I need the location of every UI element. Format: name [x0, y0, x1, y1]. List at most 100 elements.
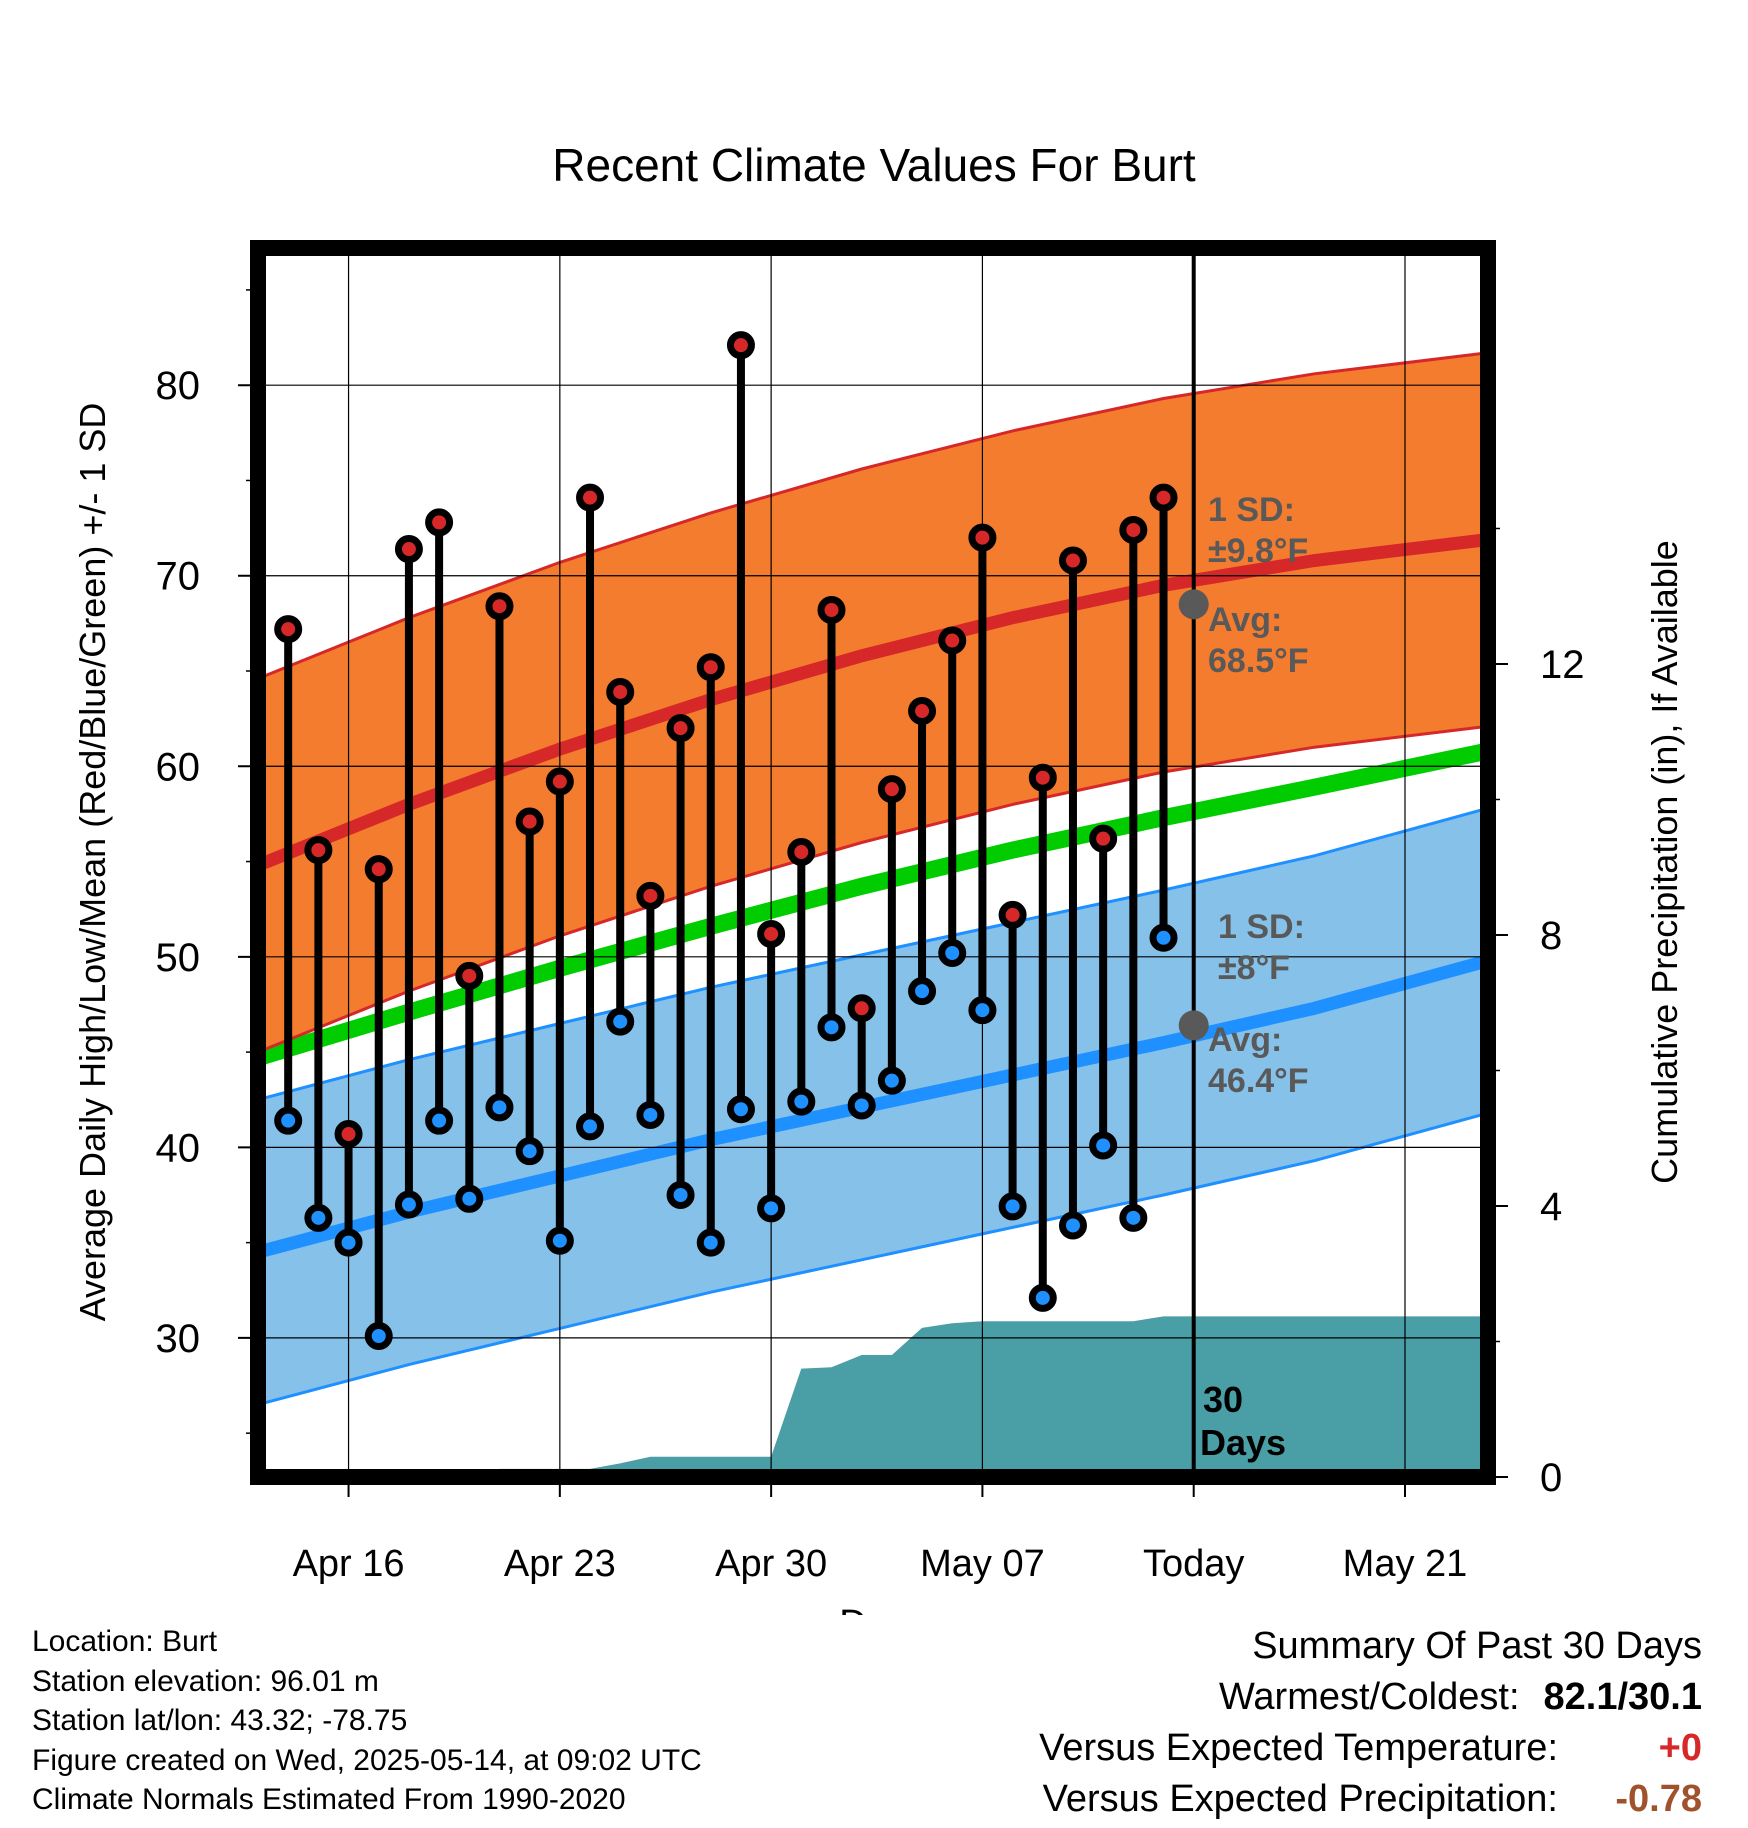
- daily-low-point: [304, 1203, 333, 1232]
- y2-tick-label: 0: [1540, 1456, 1562, 1500]
- daily-low-point: [968, 996, 997, 1025]
- y2-tick-label: 8: [1540, 914, 1562, 958]
- daily-high-point: [515, 807, 544, 836]
- low-sd-value: ±8°F: [1218, 949, 1290, 987]
- daily-low-point: [998, 1192, 1027, 1221]
- temp-value: +0: [1658, 1727, 1702, 1769]
- warm-cold-label: Warmest/Coldest:: [1218, 1676, 1520, 1718]
- daily-high-point: [817, 596, 846, 625]
- daily-low-point: [515, 1137, 544, 1166]
- cumulative-precip-area: [258, 1316, 1488, 1477]
- x-tick-label: May 07: [920, 1543, 1045, 1585]
- daily-low-point: [485, 1093, 514, 1122]
- precip-label: Versus Expected Precipitation:: [1042, 1778, 1558, 1820]
- daily-low-point: [455, 1184, 484, 1213]
- y-axis-label: Average Daily High/Low/Mean (Red/Blue/Gr…: [72, 403, 113, 1322]
- daily-low-point: [666, 1180, 695, 1209]
- x-tick-label: May 21: [1343, 1543, 1468, 1585]
- y-tick-label: 30: [156, 1317, 201, 1361]
- y-tick-label: 60: [156, 745, 201, 789]
- daily-high-point: [455, 961, 484, 990]
- days-number: 30: [1203, 1379, 1243, 1420]
- daily-high-point: [847, 994, 876, 1023]
- daily-high-point: [1089, 824, 1118, 853]
- created-text: Figure created on Wed, 2025-05-14, at 09…: [32, 1743, 702, 1777]
- normals-text: Climate Normals Estimated From 1990-2020: [32, 1783, 626, 1816]
- daily-high-point: [1028, 763, 1057, 792]
- summary-precip-row: Versus Expected Precipitation: -0.78: [1039, 1774, 1702, 1825]
- high-sd-value: ±9.8°F: [1208, 532, 1308, 570]
- daily-low-point: [757, 1194, 786, 1223]
- daily-low-point: [817, 1013, 846, 1042]
- daily-low-point: [847, 1091, 876, 1120]
- daily-low-point: [606, 1007, 635, 1036]
- daily-low-point: [1089, 1131, 1118, 1160]
- high-sd-label: 1 SD:: [1208, 491, 1295, 529]
- daily-low-point: [726, 1095, 755, 1124]
- daily-high-point: [908, 697, 937, 726]
- daily-low-point: [908, 977, 937, 1006]
- daily-high-point: [1058, 546, 1087, 575]
- daily-high-point: [757, 919, 786, 948]
- x-tick-label: Apr 30: [715, 1543, 827, 1585]
- daily-high-point: [1149, 483, 1178, 512]
- y2-tick-label: 12: [1540, 643, 1585, 687]
- daily-low-point: [1028, 1283, 1057, 1312]
- today-avg-low-marker: [1178, 1010, 1209, 1041]
- daily-high-point: [938, 626, 967, 655]
- low-avg-value: 46.4°F: [1208, 1062, 1309, 1100]
- y-tick-label: 40: [156, 1126, 201, 1170]
- y-tick-label: 50: [156, 936, 201, 980]
- elevation-text: Station elevation: 96.01 m: [32, 1664, 379, 1698]
- daily-high-point: [968, 523, 997, 552]
- temp-label: Versus Expected Temperature:: [1039, 1727, 1558, 1769]
- daily-high-point: [274, 615, 303, 644]
- low-band-lower-edge: [257, 1111, 1489, 1407]
- daily-high-point: [545, 767, 574, 796]
- daily-low-point: [877, 1066, 906, 1095]
- daily-high-point: [1119, 516, 1148, 545]
- plot-frame: [250, 240, 1496, 1485]
- days-word: Days: [1200, 1422, 1286, 1463]
- precip-value: -0.78: [1615, 1778, 1702, 1820]
- x-tick-label: Apr 23: [504, 1543, 616, 1585]
- summary-title: Summary Of Past 30 Days: [1252, 1625, 1702, 1667]
- daily-low-point: [545, 1226, 574, 1255]
- location-text: Location: Burt: [32, 1625, 218, 1658]
- chart-title: Recent Climate Values For Burt: [552, 139, 1196, 191]
- warm-cold-value: 82.1/30.1: [1543, 1676, 1702, 1718]
- high-normal-line: [255, 533, 1489, 872]
- daily-low-point: [696, 1228, 725, 1257]
- daily-high-point: [394, 535, 423, 564]
- y2-tick-label: 4: [1540, 1185, 1562, 1229]
- daily-high-point: [576, 483, 605, 512]
- climate-chart: Recent Climate Values For Burt 304050607…: [72, 139, 1685, 1615]
- annotation-layer: 1 SD: ±9.8°F Avg: 68.5°F 1 SD: ±8°F Avg:…: [1200, 491, 1309, 1463]
- daily-low-point: [1149, 923, 1178, 952]
- daily-high-point: [726, 331, 755, 360]
- daily-high-point: [877, 775, 906, 804]
- x-axis-label: Day: [839, 1603, 907, 1615]
- daily-low-point: [394, 1190, 423, 1219]
- daily-high-point: [606, 677, 635, 706]
- daily-low-point: [274, 1106, 303, 1135]
- low-sd-label: 1 SD:: [1218, 908, 1305, 946]
- high-avg-value: 68.5°F: [1208, 642, 1309, 680]
- daily-high-point: [304, 836, 333, 865]
- mean-normal-line: [255, 742, 1490, 1066]
- daily-low-point: [938, 939, 967, 968]
- daily-low-point: [636, 1100, 665, 1129]
- daily-high-point: [636, 881, 665, 910]
- summary-temp-row: Versus Expected Temperature: +0: [1039, 1723, 1702, 1774]
- daily-low-point: [787, 1087, 816, 1116]
- station-info: Location: Burt Station elevation: 96.01 …: [32, 1622, 702, 1820]
- summary-panel: Summary Of Past 30 Days Warmest/Coldest:…: [1039, 1620, 1702, 1825]
- daily-high-point: [998, 900, 1027, 929]
- daily-high-point: [364, 855, 393, 884]
- low-band-upper-edge: [257, 806, 1489, 1102]
- daily-high-point: [485, 592, 514, 621]
- low-avg-label: Avg:: [1208, 1021, 1282, 1059]
- high-band-upper-edge: [257, 351, 1489, 680]
- latlon-text: Station lat/lon: 43.32; -78.75: [32, 1704, 408, 1737]
- y-tick-label: 70: [156, 555, 201, 599]
